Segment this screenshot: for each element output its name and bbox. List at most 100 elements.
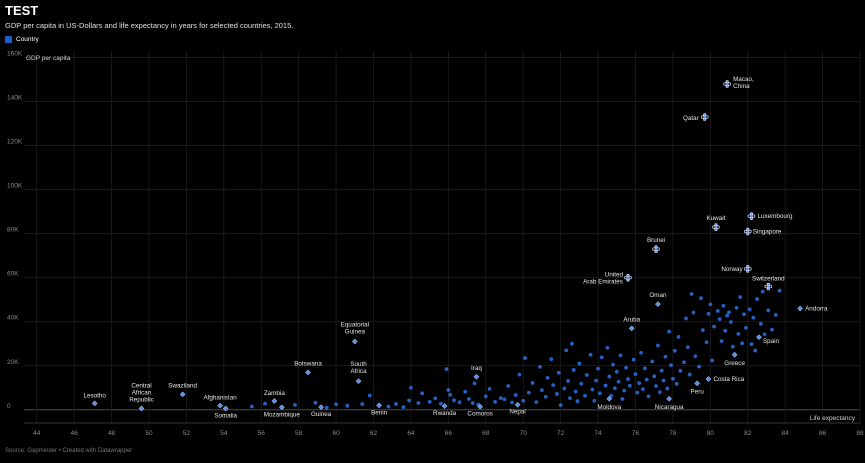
point-label: Botswana xyxy=(294,360,322,367)
point-label: Swaziland xyxy=(168,382,197,389)
point-label: Qatar xyxy=(683,115,699,122)
data-point xyxy=(721,303,726,308)
labeled-point xyxy=(271,398,278,404)
point-labels: Macao, China Qatar Luxembourg Kuwait Singapor… xyxy=(84,76,829,419)
point-label: Somalia xyxy=(214,412,237,419)
points xyxy=(91,80,803,412)
y-tick-label: 60K xyxy=(7,271,19,278)
labeled-point xyxy=(376,402,382,409)
x-tick-label: 48 xyxy=(108,430,116,437)
point-label: Zambia xyxy=(264,390,285,397)
data-point xyxy=(712,324,716,329)
labeled-point xyxy=(756,334,762,341)
point-label: South Africa xyxy=(350,361,367,375)
data-point xyxy=(669,363,673,368)
data-point xyxy=(622,388,627,393)
point-label-line: Guinea xyxy=(345,329,366,336)
point-label: Macao, China xyxy=(733,76,754,90)
labeled-point xyxy=(278,404,285,411)
data-point xyxy=(592,398,597,403)
data-point xyxy=(657,390,662,395)
data-point xyxy=(631,357,636,362)
labeled-point xyxy=(477,403,484,410)
point-label: Peru xyxy=(691,388,705,395)
labeled-point xyxy=(624,273,632,282)
data-point xyxy=(687,372,692,377)
data-point xyxy=(704,340,709,345)
labeled-point xyxy=(179,391,186,398)
data-point xyxy=(556,370,561,375)
point-label-line: Arab Emirates xyxy=(583,279,623,286)
labeled-point xyxy=(666,395,672,402)
labeled-point xyxy=(351,338,358,345)
data-point xyxy=(715,309,720,313)
labeled-point xyxy=(723,80,731,88)
point-label: Benin xyxy=(371,409,388,416)
data-point xyxy=(689,292,694,296)
point-label-line: Republic xyxy=(129,396,154,403)
x-tick-label: 68 xyxy=(482,430,490,437)
data-point xyxy=(618,353,623,358)
data-point xyxy=(510,400,514,405)
data-point xyxy=(659,368,664,373)
labeled-point xyxy=(318,404,324,410)
data-point xyxy=(723,328,728,333)
x-tick-label: 54 xyxy=(220,430,228,437)
data-point xyxy=(448,392,453,397)
data-point xyxy=(263,401,267,406)
data-point xyxy=(588,352,593,357)
data-point xyxy=(624,365,629,370)
data-point xyxy=(667,329,672,334)
data-point xyxy=(665,386,670,391)
data-point xyxy=(470,401,475,405)
data-point xyxy=(614,369,619,374)
data-point xyxy=(670,376,675,381)
x-tick-label: 46 xyxy=(71,430,79,437)
data-point xyxy=(699,296,703,301)
point-label: Norway xyxy=(721,266,743,273)
data-point xyxy=(367,393,372,398)
point-label: Comoros xyxy=(467,411,493,418)
data-point xyxy=(502,397,507,402)
point-label-line: Equatorial xyxy=(341,322,369,329)
data-point xyxy=(530,381,535,385)
y-tick-label: 0 xyxy=(7,403,11,410)
x-tick-label: 80 xyxy=(707,430,715,437)
x-tick-label: 84 xyxy=(782,430,790,437)
labeled-point xyxy=(747,212,756,220)
y-tick-label: 140K xyxy=(7,95,23,102)
data-point xyxy=(633,372,638,377)
data-point xyxy=(433,396,438,401)
labeled-point xyxy=(355,378,362,385)
source-note: Source: Gapminder • Created with Datawra… xyxy=(5,448,133,454)
point-label-line: Central xyxy=(131,382,151,389)
data-point xyxy=(463,389,468,394)
point-label-line: South xyxy=(350,361,367,368)
labeled-point xyxy=(473,373,480,380)
y-tick-label: 100K xyxy=(7,183,23,190)
labeled-point xyxy=(797,305,803,312)
data-point xyxy=(438,401,443,406)
data-point xyxy=(678,368,683,373)
data-point xyxy=(394,402,398,406)
grid xyxy=(24,51,861,423)
point-label: Oman xyxy=(649,292,667,299)
data-point xyxy=(569,341,574,346)
data-point xyxy=(590,387,595,392)
y-tick-label: 40K xyxy=(7,315,19,322)
data-point xyxy=(506,384,511,388)
data-point xyxy=(663,354,668,359)
point-label: Spain xyxy=(763,338,780,345)
point-label: Equatorial Guinea xyxy=(341,322,369,336)
data-point xyxy=(598,391,602,396)
data-point xyxy=(452,398,456,403)
data-point xyxy=(523,356,527,360)
data-point xyxy=(626,377,630,381)
point-label: Nicaragua xyxy=(655,404,684,411)
labeled-point xyxy=(743,265,752,273)
data-point xyxy=(566,379,571,383)
x-tick-label: 50 xyxy=(145,430,153,437)
data-point xyxy=(751,315,756,320)
data-point xyxy=(554,392,559,396)
